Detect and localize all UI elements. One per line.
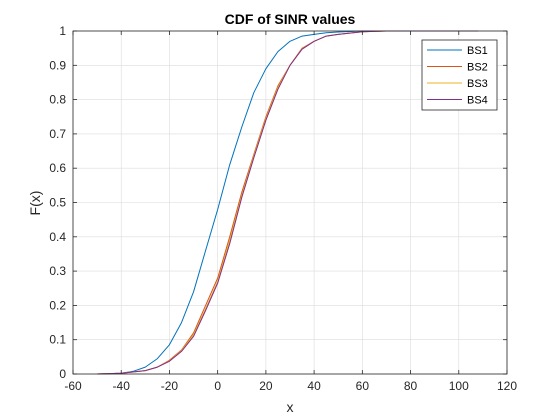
y-tick-label: 0.9 xyxy=(49,58,66,72)
legend-label-bs1: BS1 xyxy=(467,45,488,57)
y-tick-label: 0.8 xyxy=(49,93,66,107)
y-tick-label: 1 xyxy=(59,24,66,38)
x-tick-label: -60 xyxy=(64,379,82,393)
legend-box xyxy=(421,39,498,111)
y-tick-label: 0.5 xyxy=(49,196,66,210)
y-tick-label: 0 xyxy=(59,367,66,381)
legend-label-bs3: BS3 xyxy=(467,78,488,90)
legend-label-bs2: BS2 xyxy=(467,62,488,74)
y-tick-label: 0.3 xyxy=(49,264,66,278)
x-tick-label: 60 xyxy=(356,379,370,393)
y-tick-label: 0.1 xyxy=(49,333,66,347)
y-tick-label: 0.2 xyxy=(49,298,66,312)
x-tick-label: -20 xyxy=(161,379,179,393)
y-tick-label: 0.6 xyxy=(49,161,66,175)
x-tick-label: 40 xyxy=(307,379,321,393)
x-axis-label: x xyxy=(287,399,294,415)
x-tick-label: -40 xyxy=(113,379,131,393)
legend-label-bs4: BS4 xyxy=(467,95,488,107)
y-axis-label: F(x) xyxy=(27,191,43,216)
x-tick-label: 0 xyxy=(214,379,221,393)
x-tick-label: 20 xyxy=(259,379,273,393)
x-tick-label: 100 xyxy=(449,379,469,393)
chart-title: CDF of SINR values xyxy=(225,11,356,27)
y-tick-label: 0.4 xyxy=(49,230,66,244)
y-tick-label: 0.7 xyxy=(49,127,66,141)
x-tick-label: 80 xyxy=(404,379,418,393)
x-tick-label: 120 xyxy=(497,379,517,393)
